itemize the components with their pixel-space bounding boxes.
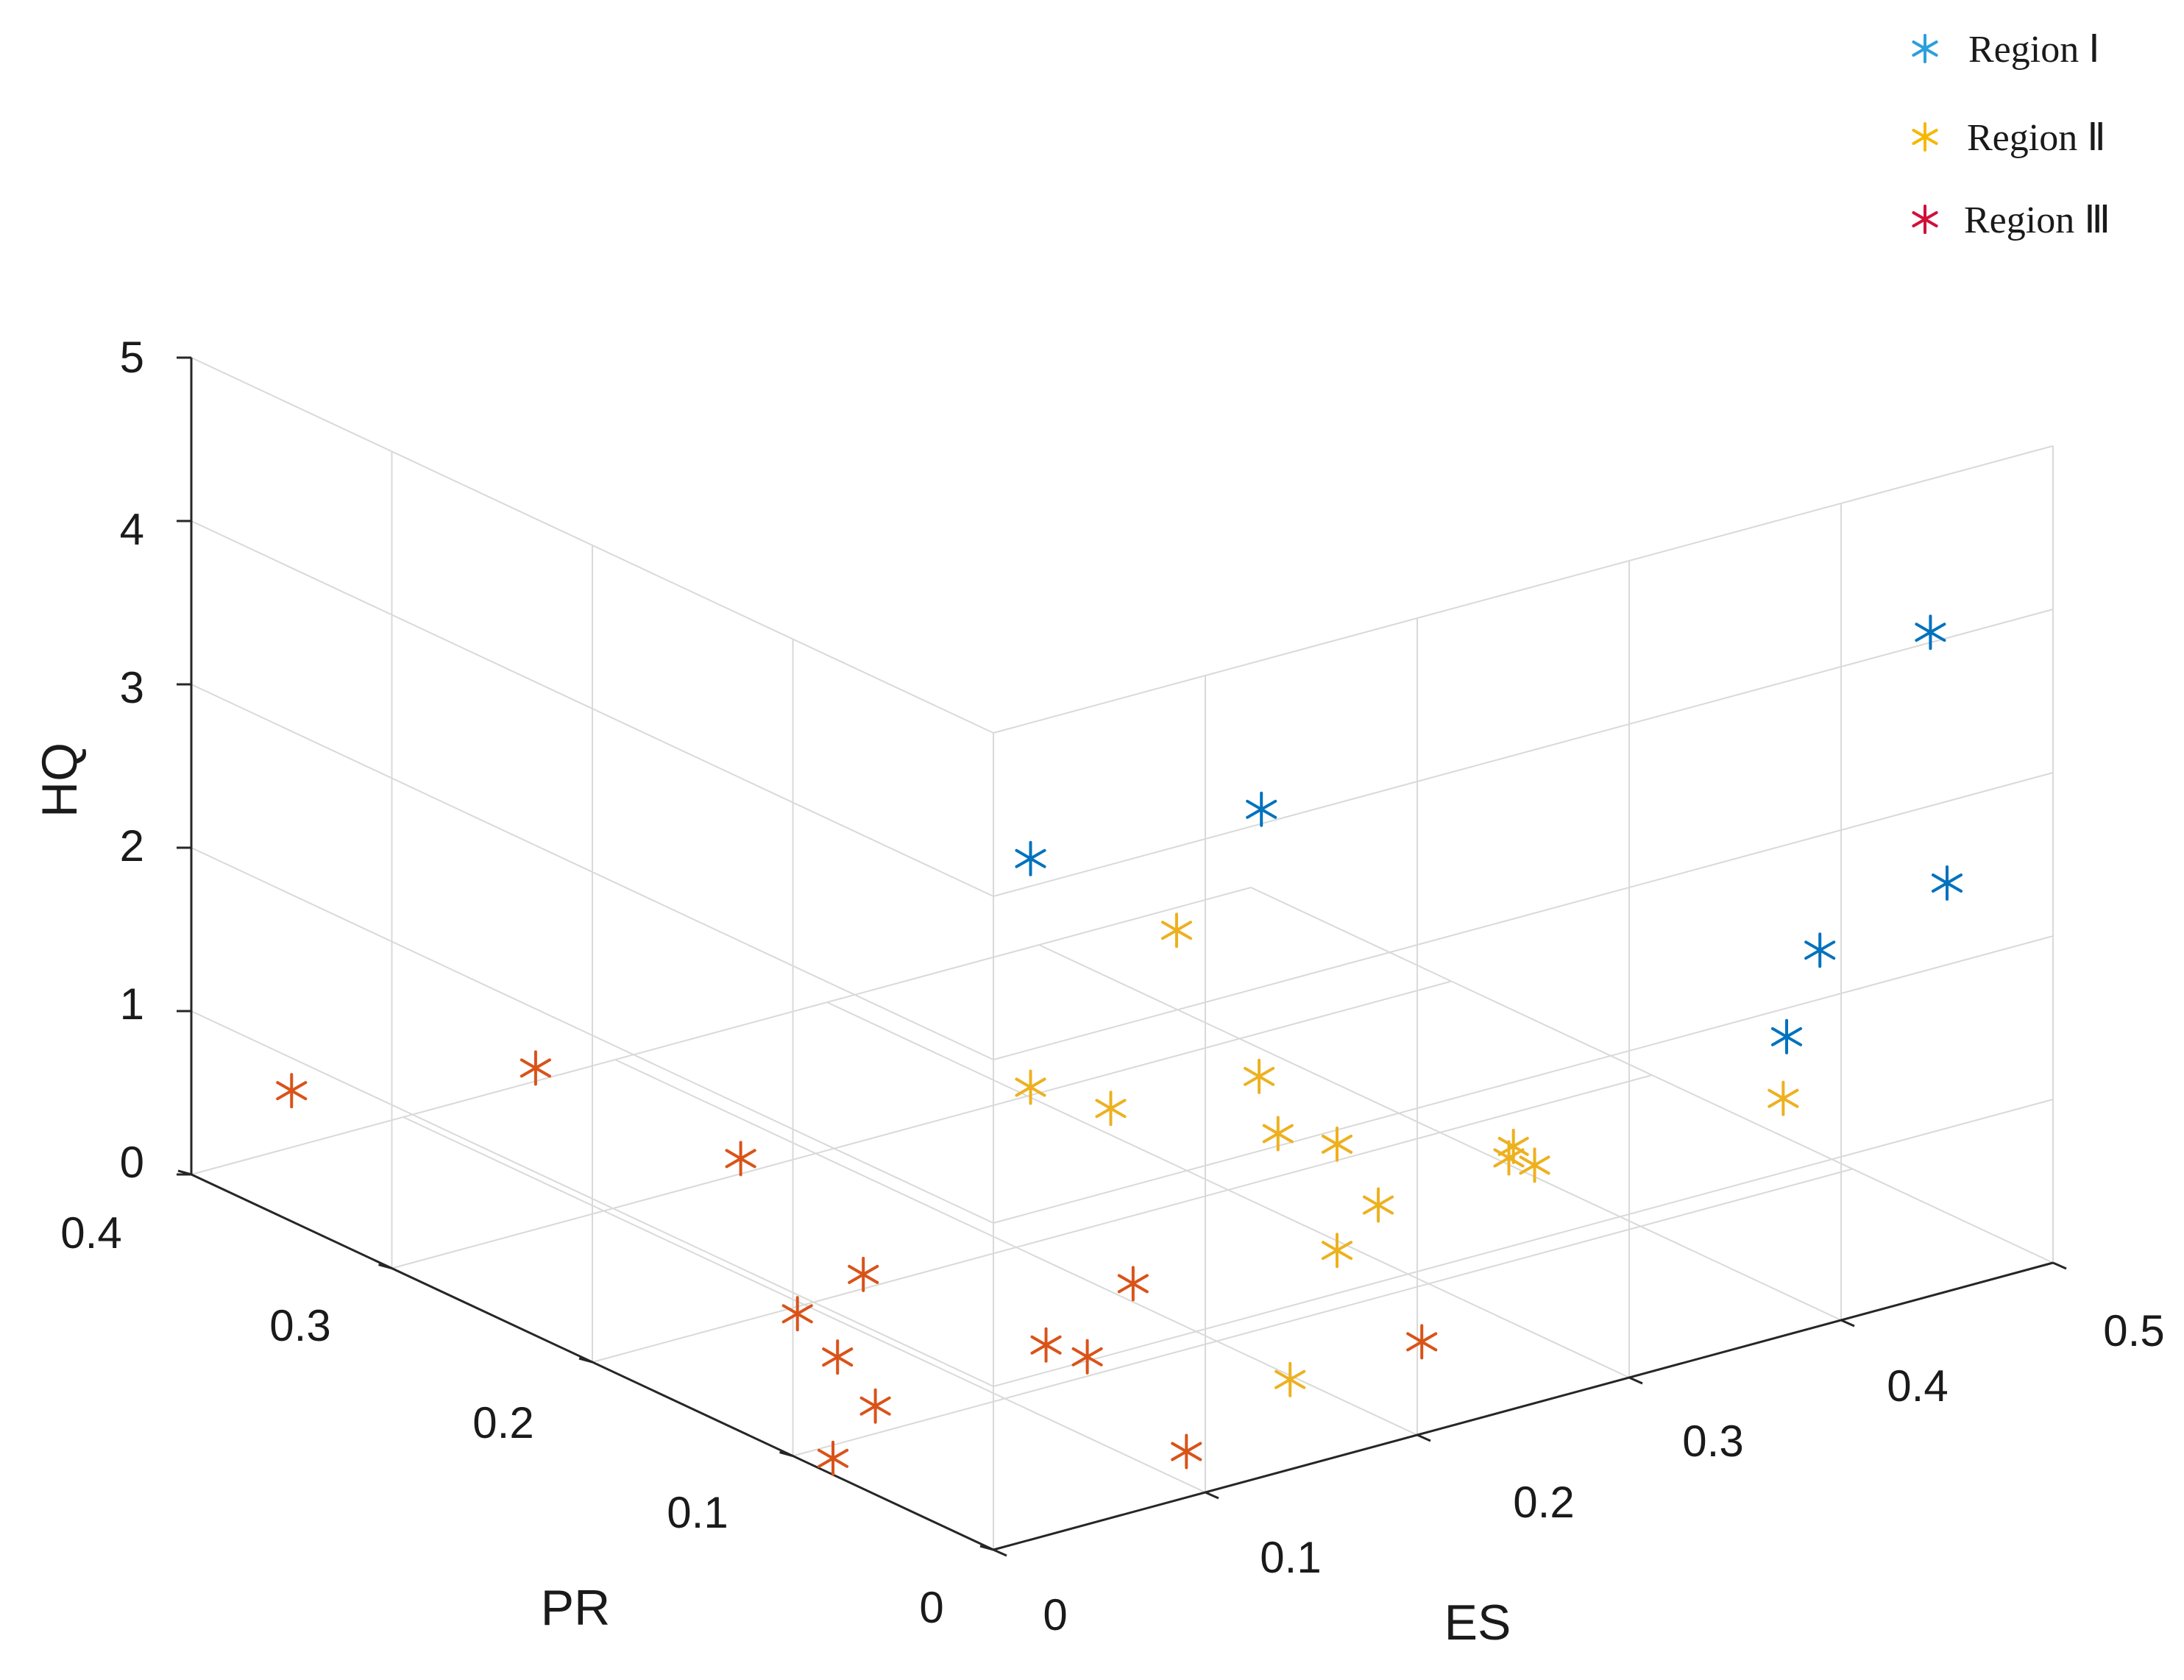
y-tick-label-1: 0.1 <box>667 1488 728 1537</box>
data-point-region-2-12 <box>1519 1147 1550 1183</box>
data-point-region-3-13 <box>1406 1324 1438 1360</box>
floor-grid-y <box>191 887 1252 1175</box>
x-tick-mark <box>1205 1491 1219 1500</box>
x-axis-line <box>993 1261 2054 1551</box>
data-point-region-3-5 <box>848 1256 879 1292</box>
z-tick-label-2: 2 <box>120 821 144 871</box>
left-wall-grid-z <box>191 357 994 734</box>
legend-label-region-1: Region Ⅰ <box>1968 29 2100 71</box>
x-tick-label-2: 0.2 <box>1513 1478 1574 1527</box>
data-point-region-2-4 <box>1244 1058 1275 1094</box>
data-point-region-3-12 <box>1171 1433 1202 1470</box>
y-tick-mark <box>177 1169 192 1176</box>
left-wall-grid-z <box>191 520 994 897</box>
legend: Region Ⅰ Region Ⅱ Region Ⅲ <box>1912 29 2110 241</box>
data-point-region-3-9 <box>1071 1339 1103 1375</box>
data-point-region-1-2 <box>1246 791 1277 827</box>
z-tick-label-4: 4 <box>120 505 144 554</box>
z-tick-label-1: 1 <box>120 979 144 1029</box>
x-tick-mark <box>1840 1319 1855 1328</box>
data-point-region-3-11 <box>817 1440 849 1476</box>
x-tick-label-4: 0.4 <box>1887 1361 1948 1411</box>
data-point-region-3-10 <box>1117 1266 1149 1302</box>
z-tick-label-0: 0 <box>120 1138 144 1187</box>
legend-marker-region-3 <box>1912 205 1938 234</box>
y-tick-label-2: 0.2 <box>472 1398 533 1447</box>
y-tick-labels: 0 0.1 0.2 0.3 0.4 <box>60 1208 943 1632</box>
data-point-region-3-1 <box>276 1073 308 1109</box>
y-tick-mark <box>578 1357 593 1364</box>
data-point-region-2-1 <box>1160 912 1193 949</box>
y-tick-mark <box>979 1545 994 1551</box>
x-tick-label-3: 0.3 <box>1682 1417 1743 1466</box>
data-point-region-2-6 <box>1321 1126 1353 1162</box>
x-tick-label-5: 0.5 <box>2103 1306 2164 1355</box>
data-point-region-1-5 <box>1770 1018 1803 1055</box>
right-wall-grid-z <box>993 445 2054 734</box>
points-layer <box>276 614 1963 1476</box>
grid-layer <box>191 357 2054 1550</box>
x-tick-mark <box>993 1548 1007 1557</box>
data-point-region-2-2 <box>1095 1091 1127 1127</box>
data-point-region-1-3 <box>1804 932 1836 968</box>
data-point-region-3-3 <box>725 1141 756 1177</box>
data-point-region-1-6 <box>1931 865 1963 901</box>
axis-layer <box>177 356 2067 1557</box>
data-point-region-2-3 <box>1015 1069 1046 1105</box>
y-axis-label: PR <box>541 1580 610 1636</box>
left-wall-grid-z <box>191 684 994 1060</box>
y-tick-mark <box>779 1451 793 1457</box>
legend-asterisk-3 <box>1912 205 1938 234</box>
data-point-region-2-11 <box>1497 1128 1529 1164</box>
floor-grid-y <box>793 1168 1853 1457</box>
legend-asterisk-1 <box>1912 34 1938 63</box>
data-point-region-1-4 <box>1915 614 1946 651</box>
x-tick-labels: 0 0.1 0.2 0.3 0.4 0.5 <box>1043 1306 2164 1640</box>
data-point-region-2-10 <box>1493 1140 1525 1176</box>
legend-marker-region-1 <box>1912 34 1938 63</box>
data-point-region-3-6 <box>822 1339 854 1375</box>
right-wall-grid-z <box>993 772 2054 1060</box>
data-point-region-2-8 <box>1321 1233 1353 1269</box>
legend-label-region-3: Region Ⅲ <box>1964 199 2110 241</box>
right-wall-grid-z <box>993 1099 2054 1387</box>
right-wall-grid-z <box>993 935 2054 1224</box>
y-tick-mark <box>378 1263 392 1269</box>
data-point-region-2-5 <box>1262 1116 1294 1152</box>
data-point-region-3-7 <box>859 1388 891 1424</box>
z-tick-label-3: 3 <box>120 663 144 712</box>
left-wall-grid-z <box>191 847 994 1224</box>
floor-grid-y <box>391 980 1452 1269</box>
y-tick-label-4: 0.4 <box>60 1208 121 1258</box>
floor-grid-y <box>592 1074 1653 1363</box>
legend-asterisk-2 <box>1912 122 1938 152</box>
x-tick-label-0: 0 <box>1043 1590 1067 1640</box>
data-point-region-2-13 <box>1768 1080 1799 1116</box>
left-wall-grid-z <box>191 1010 994 1387</box>
right-wall-grid-z <box>993 609 2054 897</box>
z-tick-label-5: 5 <box>120 333 144 382</box>
x-tick-mark <box>1417 1433 1431 1442</box>
data-point-region-3-8 <box>1030 1327 1062 1363</box>
legend-label-region-2: Region Ⅱ <box>1967 117 2106 159</box>
y-tick-label-0: 0 <box>919 1583 943 1632</box>
data-point-region-3-2 <box>520 1050 551 1086</box>
data-point-region-2-9 <box>1274 1361 1306 1397</box>
data-point-region-1-1 <box>1015 840 1046 876</box>
z-axis-label: HQ <box>32 742 88 818</box>
x-tick-mark <box>2052 1261 2067 1270</box>
legend-marker-region-2 <box>1912 122 1938 152</box>
y-tick-label-3: 0.3 <box>269 1301 330 1350</box>
z-tick-labels: 0 1 2 3 4 5 <box>120 333 144 1187</box>
data-point-region-3-4 <box>781 1296 813 1332</box>
x-tick-label-1: 0.1 <box>1260 1533 1321 1582</box>
data-point-region-2-7 <box>1362 1187 1394 1223</box>
x-axis-label: ES <box>1444 1595 1511 1651</box>
x-tick-mark <box>1628 1376 1643 1385</box>
